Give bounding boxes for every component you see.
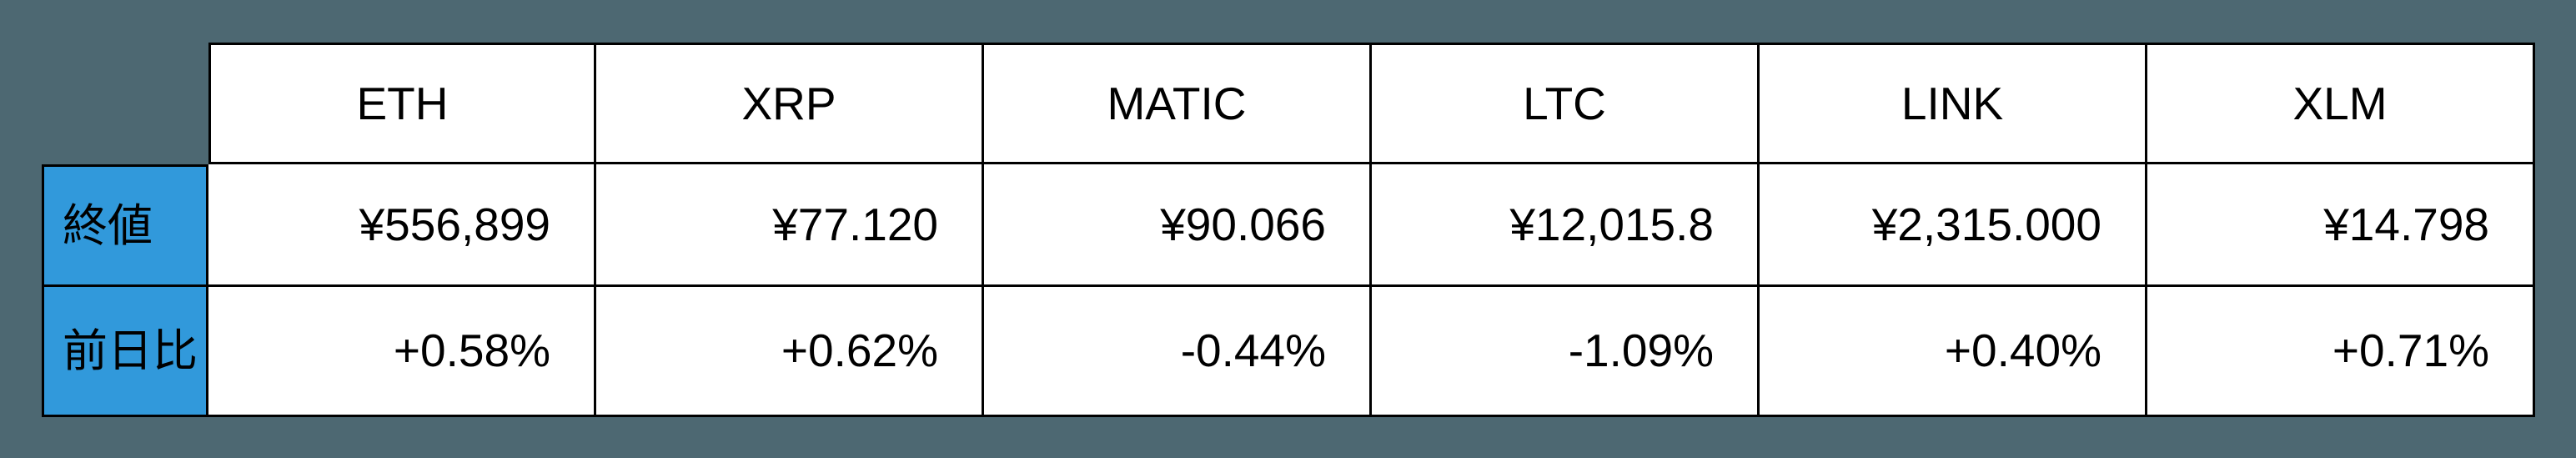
daily-change-xrp: +0.62% — [596, 287, 984, 417]
daily-change-matic: -0.44% — [984, 287, 1372, 417]
crypto-price-table: ETH XRP MATIC LTC LINK XLM 終値 ¥556,899 ¥… — [42, 43, 2535, 417]
column-header-matic: MATIC — [984, 43, 1372, 164]
column-header-link: LINK — [1760, 43, 2147, 164]
column-header-xrp: XRP — [596, 43, 984, 164]
column-header-ltc: LTC — [1372, 43, 1760, 164]
row-label-daily-change: 前日比 — [42, 287, 208, 417]
closing-price-ltc: ¥12,015.8 — [1372, 164, 1760, 287]
closing-price-matic: ¥90.066 — [984, 164, 1372, 287]
daily-change-eth: +0.58% — [208, 287, 596, 417]
closing-price-xrp: ¥77.120 — [596, 164, 984, 287]
column-header-xlm: XLM — [2147, 43, 2535, 164]
daily-change-ltc: -1.09% — [1372, 287, 1760, 417]
daily-change-xlm: +0.71% — [2147, 287, 2535, 417]
closing-price-xlm: ¥14.798 — [2147, 164, 2535, 287]
daily-change-link: +0.40% — [1760, 287, 2147, 417]
closing-price-link: ¥2,315.000 — [1760, 164, 2147, 287]
row-label-closing-price: 終値 — [42, 164, 208, 287]
closing-price-eth: ¥556,899 — [208, 164, 596, 287]
table-corner-spacer — [42, 43, 208, 164]
column-header-eth: ETH — [208, 43, 596, 164]
